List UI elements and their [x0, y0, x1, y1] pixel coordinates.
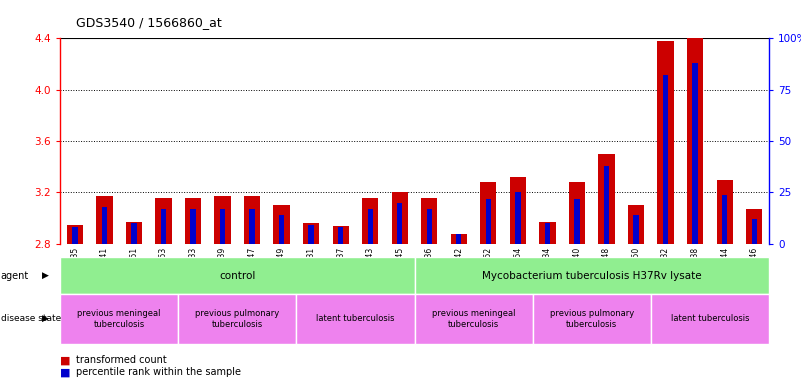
Bar [273, 205, 290, 244]
Text: previous pulmonary
tuberculosis: previous pulmonary tuberculosis [549, 309, 634, 329]
Bar [604, 166, 610, 244]
Bar [308, 225, 314, 244]
Bar [485, 199, 491, 244]
Text: previous meningeal
tuberculosis: previous meningeal tuberculosis [432, 309, 515, 329]
Bar [717, 180, 733, 244]
Bar [569, 182, 585, 244]
Bar [509, 177, 526, 244]
Bar [415, 294, 533, 344]
Bar [481, 182, 497, 244]
Text: control: control [219, 270, 256, 281]
Text: ▶: ▶ [42, 314, 50, 323]
Bar [96, 196, 112, 244]
Bar [628, 205, 644, 244]
Bar [574, 199, 580, 244]
Text: ▶: ▶ [42, 271, 50, 280]
Bar [658, 41, 674, 244]
Text: previous meningeal
tuberculosis: previous meningeal tuberculosis [78, 309, 161, 329]
Bar [687, 32, 703, 244]
Bar [533, 294, 650, 344]
Bar [126, 222, 142, 244]
Bar [751, 219, 757, 244]
Bar [746, 209, 763, 244]
Bar [131, 223, 137, 244]
Bar [296, 294, 415, 344]
Bar [451, 233, 467, 244]
Bar [332, 226, 348, 244]
Bar [185, 198, 201, 244]
Text: latent tuberculosis: latent tuberculosis [670, 314, 749, 323]
Bar [421, 198, 437, 244]
Bar [215, 196, 231, 244]
Bar [244, 196, 260, 244]
Bar [219, 209, 225, 244]
Text: ■: ■ [60, 355, 70, 365]
Bar [362, 198, 378, 244]
Bar [60, 257, 415, 294]
Bar [155, 198, 171, 244]
Bar [650, 294, 769, 344]
Bar [545, 223, 550, 244]
Text: previous pulmonary
tuberculosis: previous pulmonary tuberculosis [195, 309, 280, 329]
Text: latent tuberculosis: latent tuberculosis [316, 314, 395, 323]
Text: ■: ■ [60, 367, 70, 377]
Bar [692, 63, 698, 244]
Bar [178, 294, 296, 344]
Bar [539, 222, 556, 244]
Bar [191, 209, 195, 244]
Bar [72, 227, 78, 244]
Bar [427, 209, 432, 244]
Text: disease state: disease state [1, 314, 61, 323]
Bar [66, 225, 83, 244]
Bar [634, 215, 638, 244]
Bar [663, 75, 668, 244]
Bar [598, 154, 614, 244]
Bar [456, 233, 461, 244]
Bar [303, 223, 320, 244]
Bar [161, 209, 166, 244]
Bar [397, 203, 402, 244]
Bar [722, 195, 727, 244]
Bar [102, 207, 107, 244]
Bar [338, 227, 344, 244]
Text: agent: agent [1, 270, 29, 281]
Bar [392, 192, 408, 244]
Bar [279, 215, 284, 244]
Text: GDS3540 / 1566860_at: GDS3540 / 1566860_at [76, 16, 222, 29]
Text: transformed count: transformed count [76, 355, 167, 365]
Bar [515, 192, 521, 244]
Bar [368, 209, 373, 244]
Text: Mycobacterium tuberculosis H37Rv lysate: Mycobacterium tuberculosis H37Rv lysate [482, 270, 702, 281]
Bar [415, 257, 769, 294]
Text: percentile rank within the sample: percentile rank within the sample [76, 367, 241, 377]
Bar [249, 209, 255, 244]
Bar [60, 294, 178, 344]
